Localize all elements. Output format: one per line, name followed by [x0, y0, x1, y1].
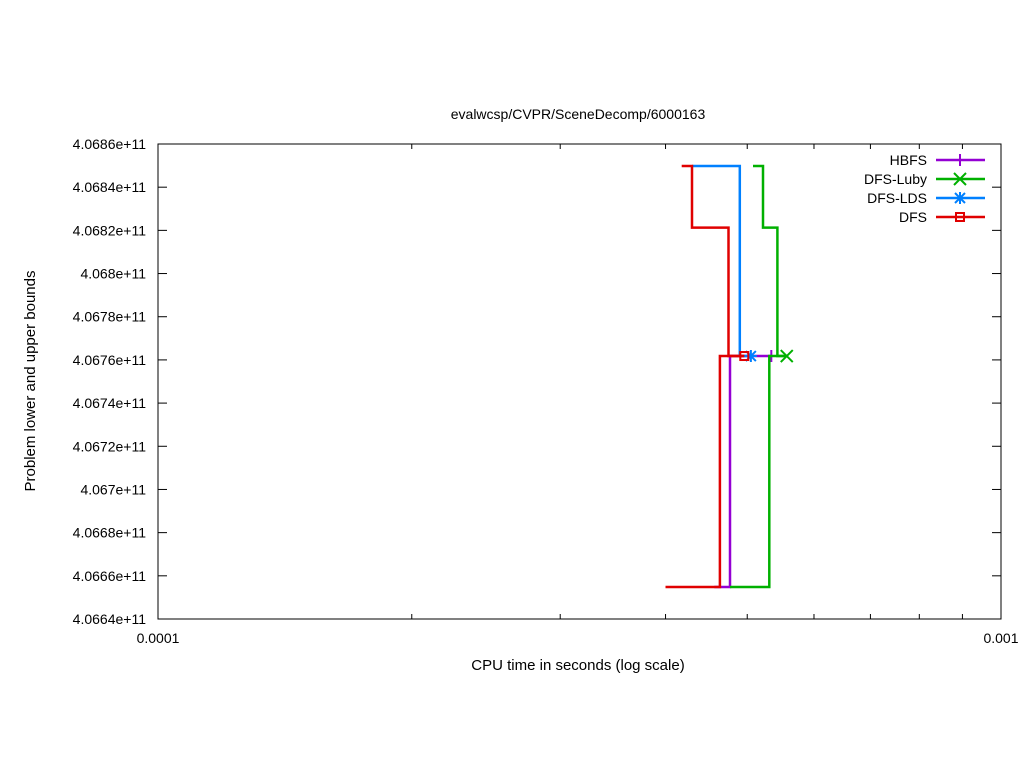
legend-label: DFS: [899, 209, 927, 225]
y-tick-label: 4.0672e+11: [73, 438, 147, 454]
axis-ticks: 4.0664e+11 4.0666e+11 4.0668e+11 4.067e+11 4…: [73, 136, 1019, 646]
legend-item-dfs-luby: DFS-Luby: [864, 171, 985, 187]
legend-label: HBFS: [890, 152, 927, 168]
legend-label: DFS-LDS: [867, 190, 927, 206]
y-tick-label: 4.0676e+11: [73, 352, 147, 368]
y-tick-label: 4.0674e+11: [73, 395, 147, 411]
legend-marker-dfs: [955, 212, 965, 222]
y-tick-label: 4.0678e+11: [73, 309, 147, 325]
legend-item-hbfs: HBFS: [890, 152, 985, 168]
legend-item-dfs-lds: DFS-LDS: [867, 190, 985, 206]
series-dfs-luby: [730, 164, 794, 589]
legend-label: DFS-Luby: [864, 171, 927, 187]
chart-title: evalwcsp/CVPR/SceneDecomp/6000163: [451, 106, 706, 122]
y-tick-label: 4.067e+11: [80, 481, 146, 497]
legend-marker-hbfs: [954, 154, 966, 166]
y-tick-label: 4.0666e+11: [73, 568, 147, 584]
x-axis-label: CPU time in seconds (log scale): [471, 657, 684, 674]
x-tick-label: 0.001: [983, 630, 1018, 646]
y-axis-label: Problem lower and upper bounds: [22, 271, 39, 492]
legend-item-dfs: DFS: [899, 209, 985, 225]
series-point-dfs-lds: [744, 350, 757, 363]
legend-marker-dfs-lds: [954, 192, 966, 204]
series-line-dfs-luby-upper: [753, 164, 787, 358]
y-tick-label: 4.0684e+11: [73, 179, 147, 195]
plot-frame: [157, 143, 1002, 620]
series-line-dfs-upper: [681, 164, 745, 358]
series-dfs: [665, 164, 750, 589]
series-point-dfs: [739, 351, 750, 362]
y-tick-label: 4.0664e+11: [73, 611, 147, 627]
series-point-dfs-luby: [780, 349, 794, 363]
y-tick-label: 4.068e+11: [80, 266, 146, 282]
y-tick-label: 4.0682e+11: [73, 222, 147, 238]
series-layer: [665, 164, 794, 589]
legend: HBFS DFS-Luby DFS-LDS DFS: [864, 152, 985, 225]
legend-marker-dfs-luby: [953, 172, 967, 186]
series-dfs-lds: [692, 164, 757, 363]
x-tick-label: 0.0001: [137, 630, 180, 646]
y-tick-label: 4.0668e+11: [73, 525, 147, 541]
y-tick-label: 4.0686e+11: [73, 136, 147, 152]
